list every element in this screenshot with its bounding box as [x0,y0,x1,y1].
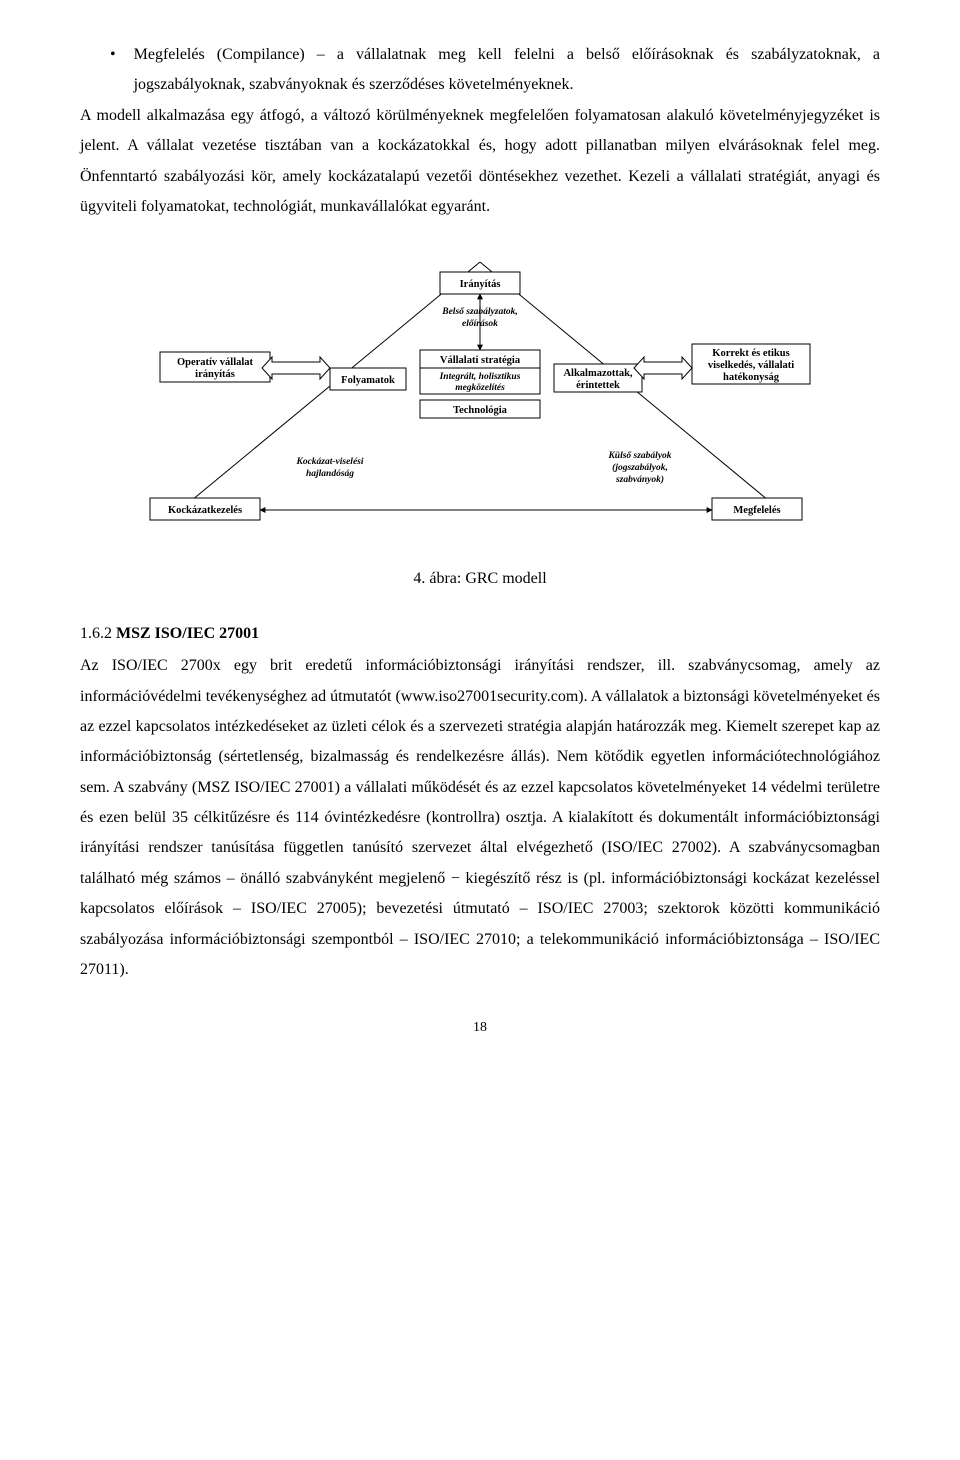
node-operativ-2: irányítás [195,369,235,380]
node-alkalmazottak-1: Alkalmazottak, [563,368,632,379]
node-kulso-szab-1: Külső szabályok [607,451,671,461]
node-megfeleles: Megfelelés [733,505,780,516]
node-operativ-1: Operatív vállalat [177,357,254,368]
node-integralt-2: megközelítés [455,383,505,393]
bullet-text: Megfelelés (Compilance) – a vállalatnak … [134,40,880,101]
paragraph-iso: Az ISO/IEC 2700x egy brit eredetű inform… [80,651,880,985]
grc-diagram: Irányítás Belső szabályzatok, előírások … [80,242,880,552]
node-strategia: Vállalati stratégia [440,355,521,366]
node-technologia: Technológia [453,405,508,416]
node-korrekt-2: viselkedés, vállalati [708,360,794,371]
node-iranyitas: Irányítás [460,279,501,290]
bullet-item: • Megfelelés (Compilance) – a vállalatna… [80,40,880,101]
page-number: 18 [80,1015,880,1042]
node-folyamatok: Folyamatok [341,375,395,386]
section-title: MSZ ISO/IEC 27001 [116,625,259,642]
bullet-marker: • [110,40,116,70]
section-heading: 1.6.2 MSZ ISO/IEC 27001 [80,619,880,649]
grc-diagram-svg: Irányítás Belső szabályzatok, előírások … [120,242,840,552]
node-kockazatkezeles: Kockázatkezelés [168,505,242,516]
node-kockazat-visel-1: Kockázat-viselési [295,457,363,467]
node-kockazat-visel-2: hajlandóság [306,469,354,479]
node-korrekt-1: Korrekt és etikus [712,348,789,359]
node-alkalmazottak-2: érintettek [576,380,620,391]
section-number: 1.6.2 [80,625,116,642]
node-kulso-szab-3: szabványok) [615,474,664,485]
node-integralt-1: Integrált, holisztikus [439,372,521,382]
node-kulso-szab-2: (jogszabályok, [612,462,668,473]
node-korrekt-3: hatékonyság [723,372,780,383]
paragraph-model: A modell alkalmazása egy átfogó, a válto… [80,101,880,223]
figure-caption: 4. ábra: GRC modell [80,564,880,594]
